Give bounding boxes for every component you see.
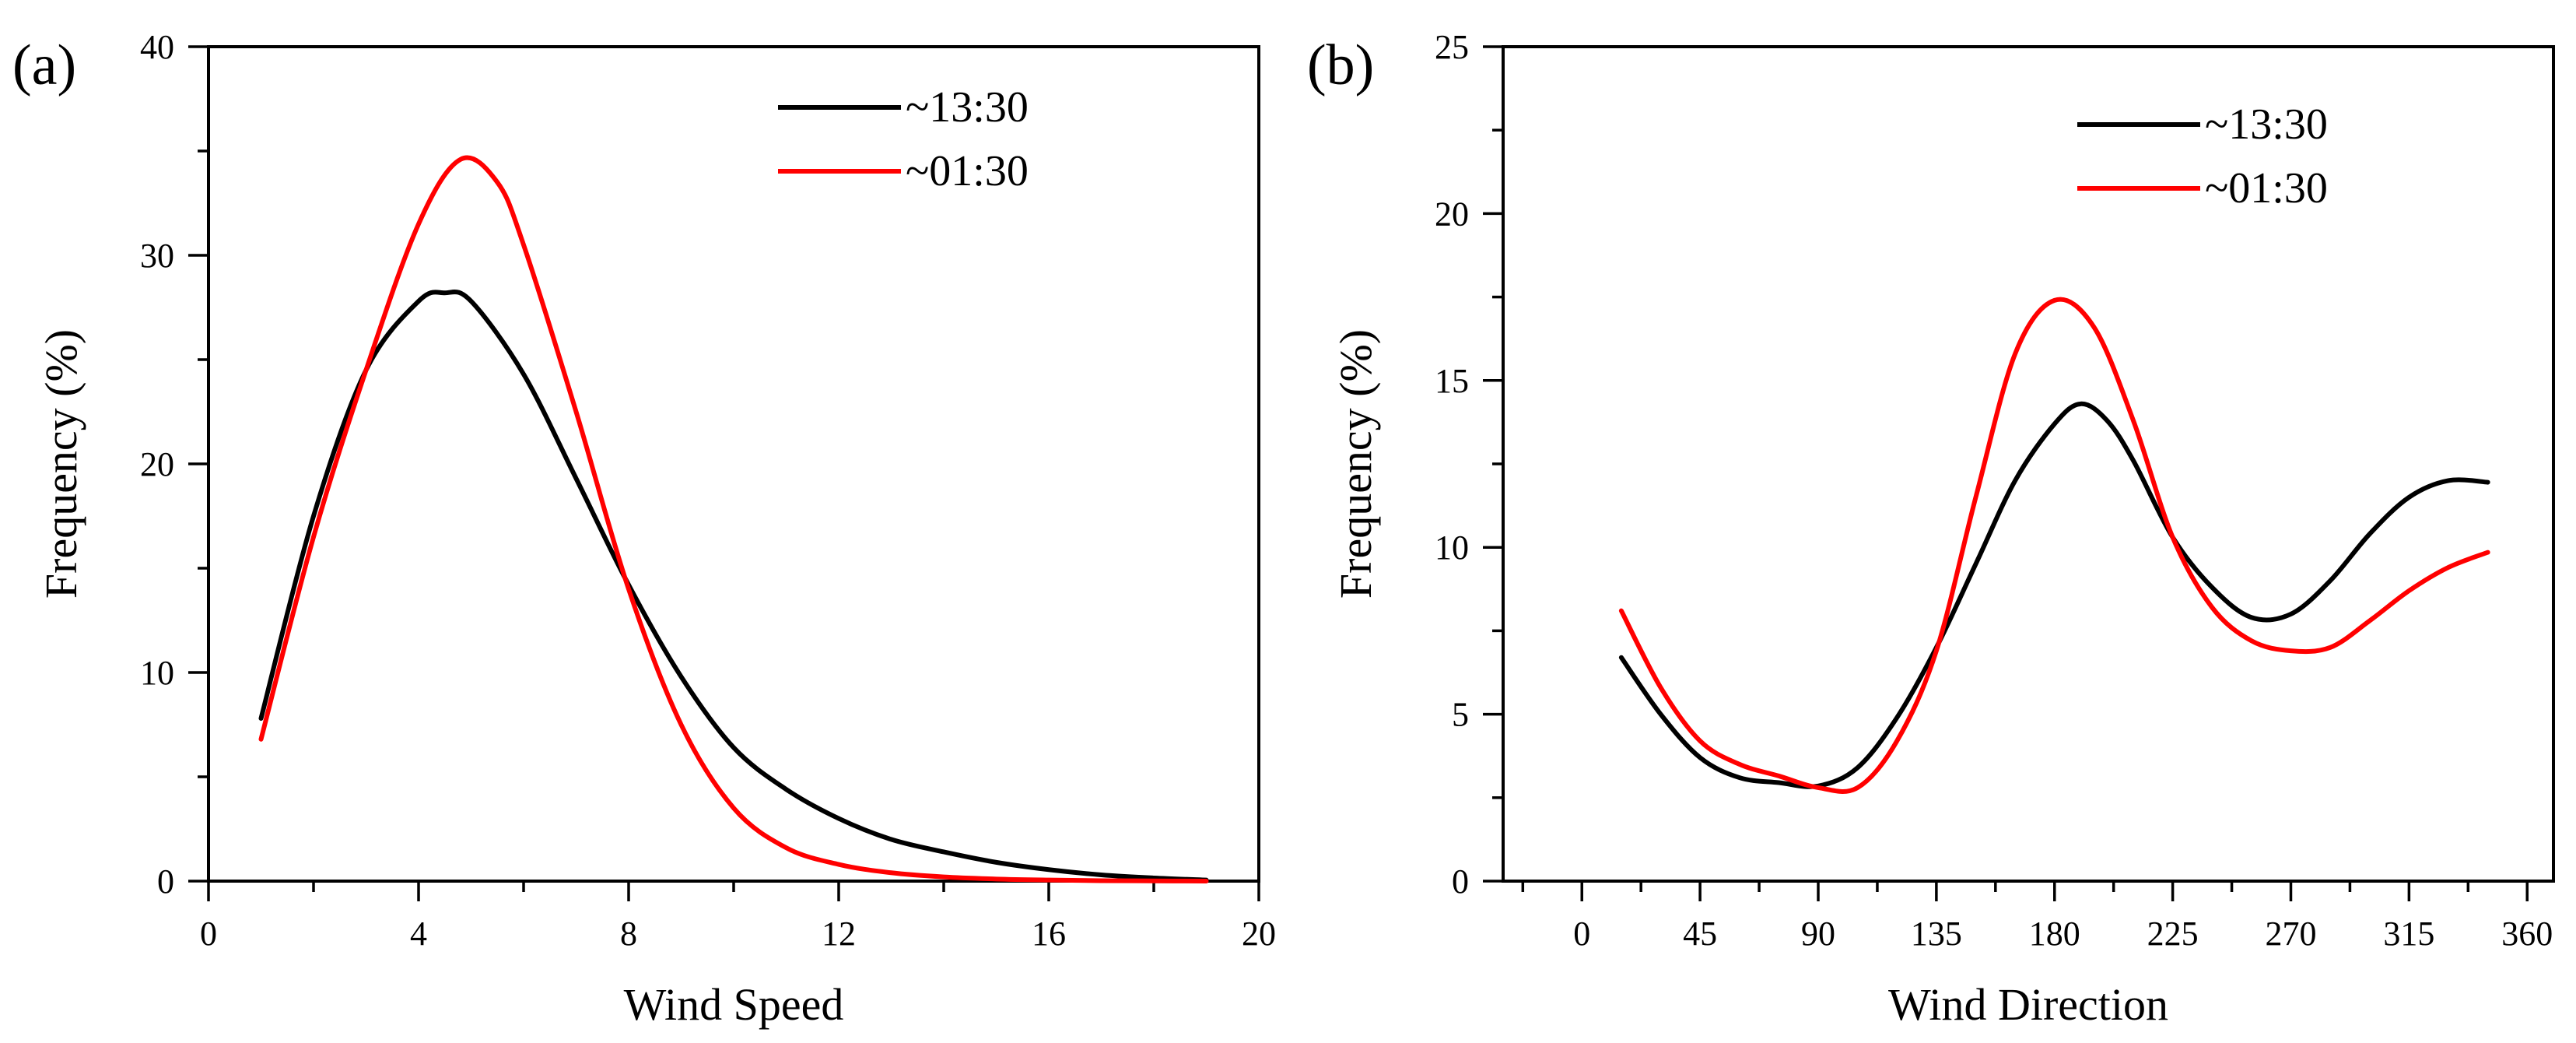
x-tick-label: 20 — [1242, 915, 1276, 953]
y-tick-label: 20 — [140, 445, 174, 483]
x-tick-label: 45 — [1683, 915, 1717, 953]
legend-label: ~01:30 — [2205, 164, 2328, 212]
panel-a: 0 4 8 12 16 20 0 10 20 30 40 Wind Speed Frequency (%… — [12, 28, 1276, 1030]
x-tick-label: 180 — [2029, 915, 2080, 953]
panel-label: (b) — [1307, 33, 1374, 97]
x-tick-label: 12 — [822, 915, 856, 953]
x-tick-label: 16 — [1032, 915, 1066, 953]
x-tick-label: 135 — [1911, 915, 1962, 953]
x-tick-label: 225 — [2147, 915, 2199, 953]
y-tick-label: 0 — [1452, 862, 1469, 901]
legend-label: ~01:30 — [906, 147, 1029, 195]
y-tick-label: 25 — [1435, 28, 1469, 66]
legend-label: ~13:30 — [2205, 100, 2328, 149]
legend: ~13:30 ~01:30 — [2077, 100, 2328, 212]
y-axis-title: Frequency (%) — [36, 329, 86, 599]
x-axis-title: Wind Speed — [624, 979, 844, 1030]
y-tick-label: 10 — [140, 654, 174, 692]
y-tick-label: 15 — [1435, 362, 1469, 400]
legend: ~13:30 ~01:30 — [778, 83, 1029, 195]
y-tick-label: 20 — [1435, 195, 1469, 233]
panel-b: 0 45 90 135 180 225 270 315 360 0 5 10 15 20 25 Wind Di… — [1307, 28, 2555, 1030]
x-tick-label: 270 — [2266, 915, 2317, 953]
y-tick-label: 30 — [140, 237, 174, 275]
x-tick-label: 0 — [200, 915, 217, 953]
y-tick-label: 10 — [1435, 529, 1469, 567]
series-line-1 — [258, 290, 1209, 883]
series-line-2 — [1618, 297, 2490, 794]
x-tick-label: 8 — [620, 915, 637, 953]
y-axis-title: Frequency (%) — [1330, 329, 1381, 599]
series-line-1 — [1618, 401, 2490, 789]
x-tick-label: 360 — [2501, 915, 2553, 953]
x-axis-title: Wind Direction — [1888, 979, 2168, 1030]
x-tick-label: 0 — [1573, 915, 1590, 953]
y-tick-label: 5 — [1452, 696, 1469, 734]
x-tick-label: 4 — [410, 915, 427, 953]
plot-frame — [207, 45, 1260, 883]
x-tick-label: 315 — [2383, 915, 2434, 953]
series-line-2 — [258, 155, 1209, 883]
plot-frame — [1502, 45, 2555, 883]
legend-label: ~13:30 — [906, 83, 1029, 132]
x-tick-label: 90 — [1801, 915, 1835, 953]
y-tick-label: 0 — [157, 862, 174, 901]
panel-label: (a) — [12, 33, 76, 97]
y-tick-label: 40 — [140, 28, 174, 66]
